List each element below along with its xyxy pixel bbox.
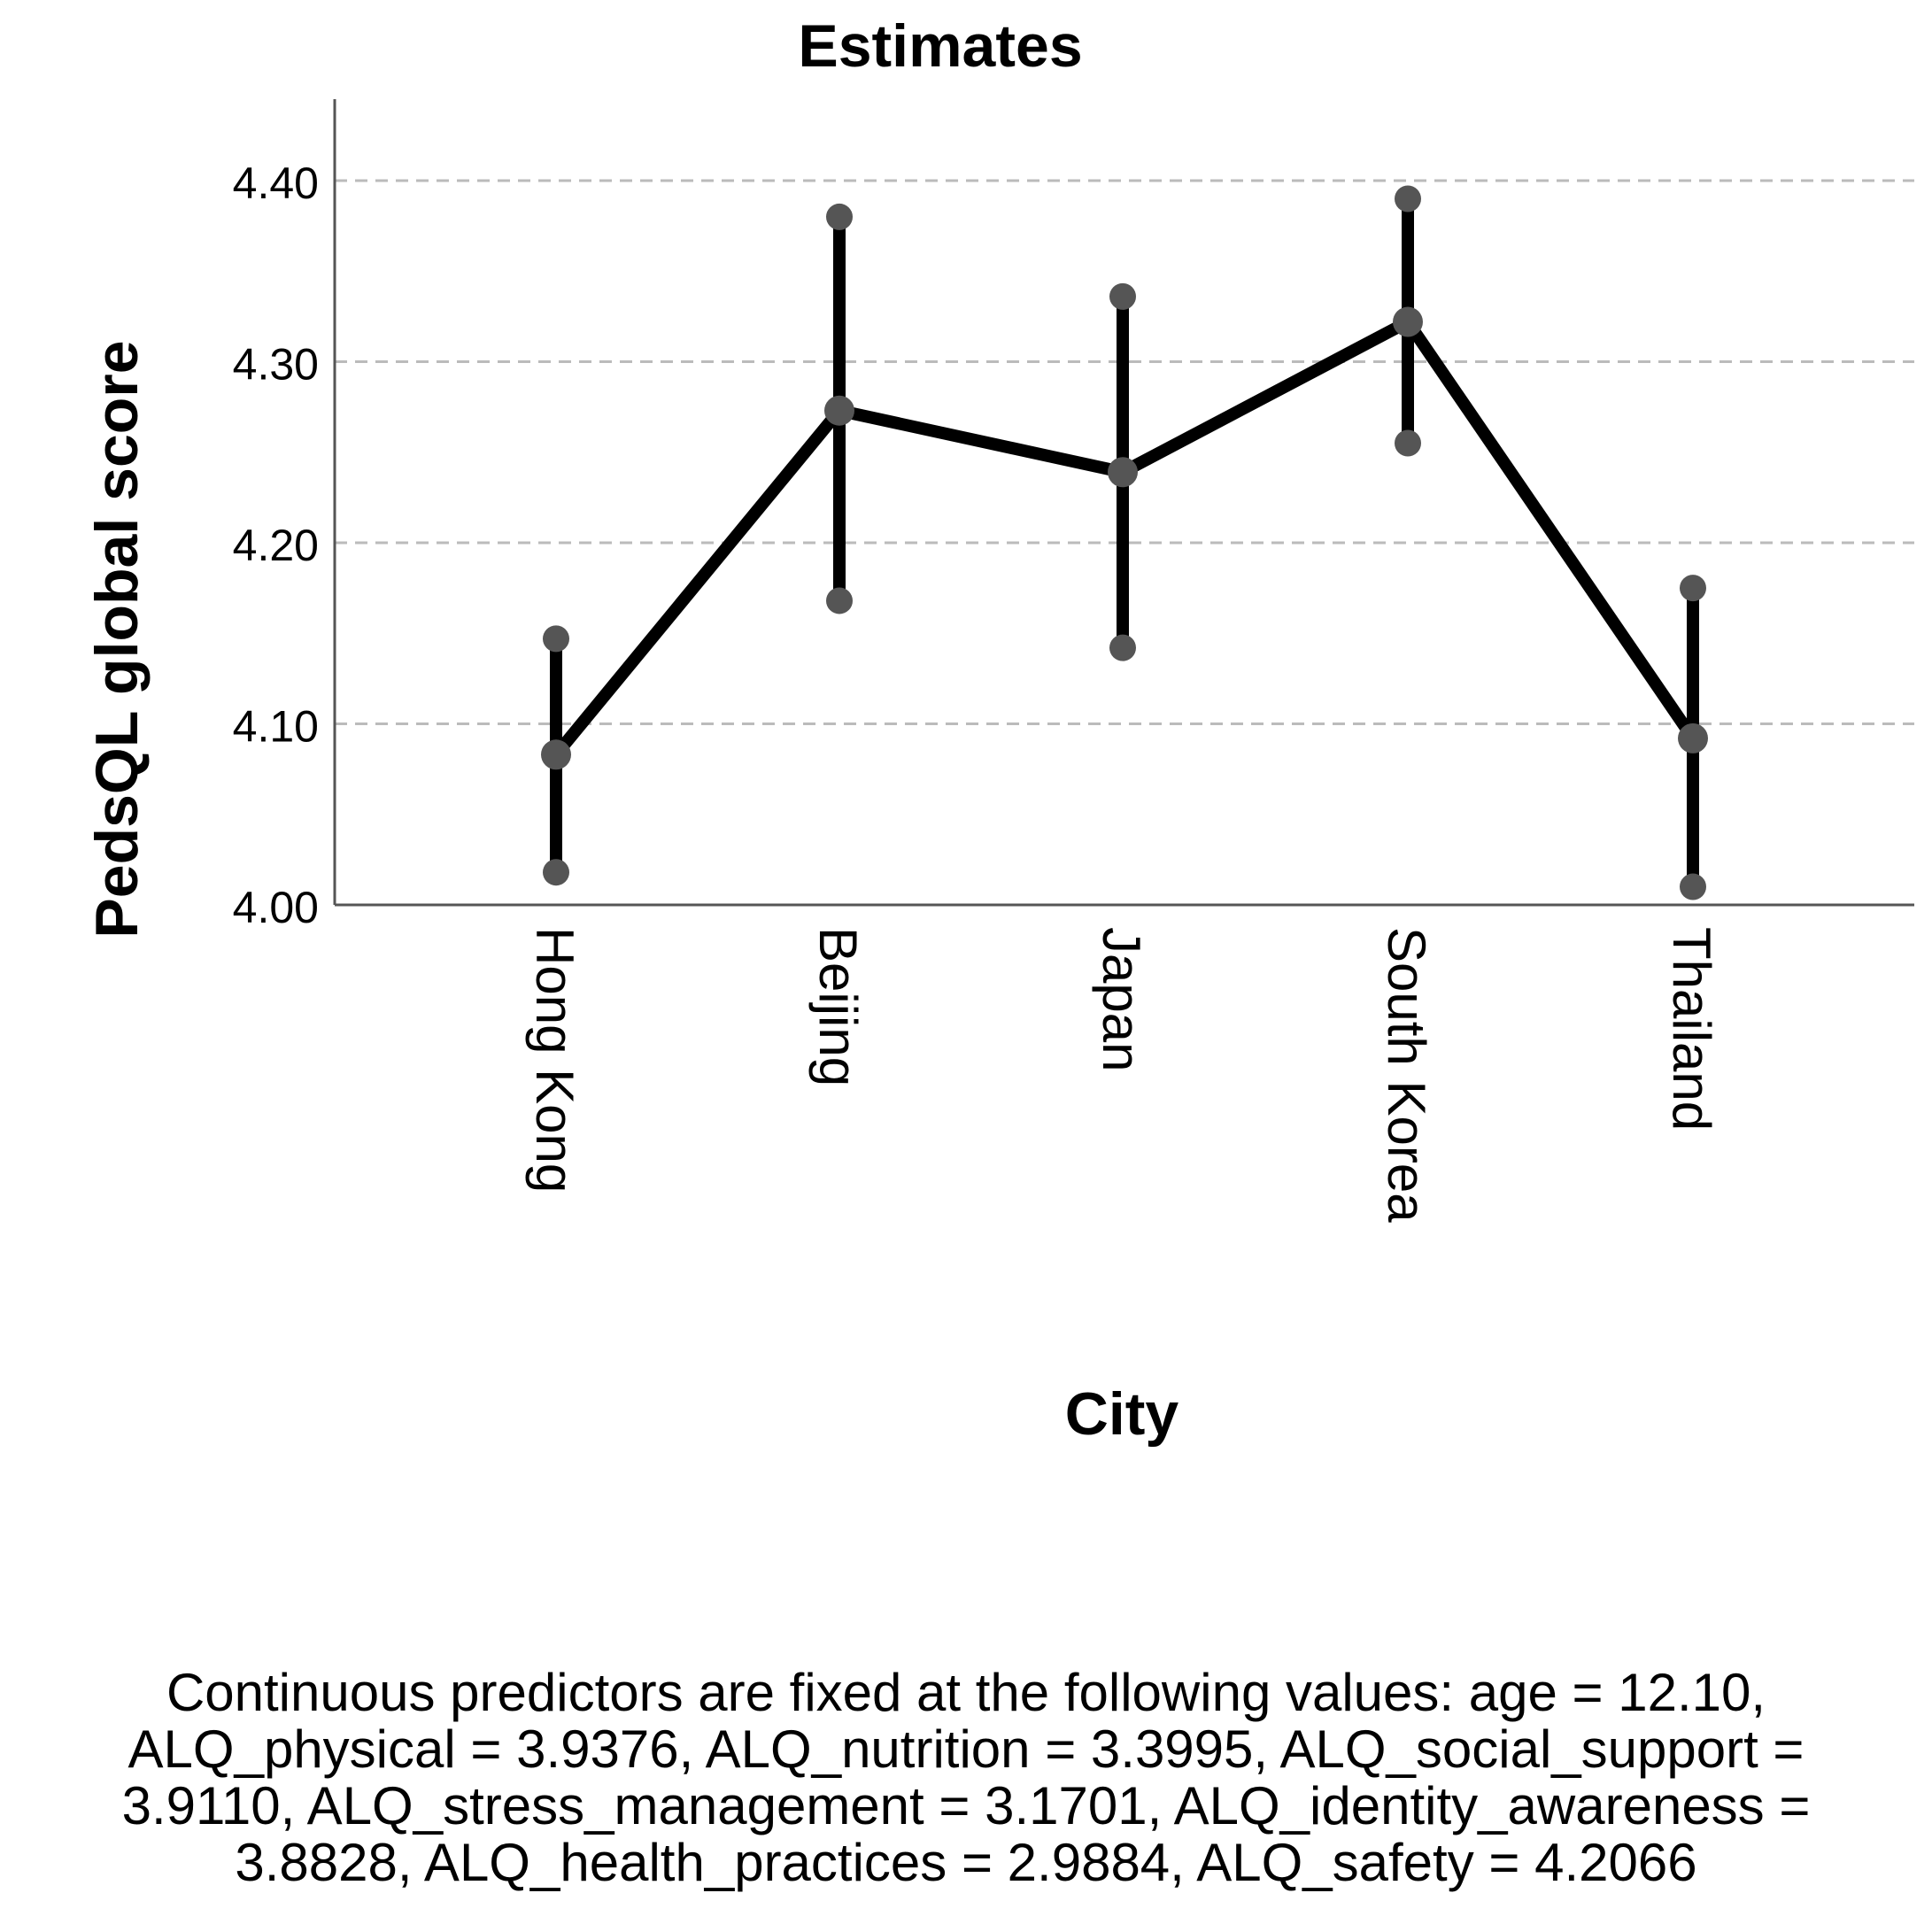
x-tick-label: Thailand — [1662, 927, 1721, 1131]
error-bar-lower-cap — [1395, 429, 1421, 457]
data-point — [824, 395, 854, 426]
data-point — [1678, 722, 1708, 753]
series — [541, 185, 1708, 900]
footnote-line: 3.8828, ALQ_health_practices = 2.9884, A… — [235, 1833, 1697, 1892]
error-bar-lower-cap — [1680, 873, 1706, 900]
footnote: Continuous predictors are fixed at the f… — [0, 1665, 1932, 1891]
error-bar-lower-cap — [543, 859, 569, 886]
x-tick-label: Japan — [1092, 927, 1151, 1071]
x-axis-label: City — [1065, 1380, 1179, 1448]
x-tick-label: Beijing — [808, 927, 868, 1086]
tick-labels: 4.00 4.10 4.20 4.30 4.40 Hong Kong Beijing Japa… — [233, 158, 1721, 1223]
error-bar-lower-cap — [826, 587, 853, 614]
chart-title: Estimates — [798, 12, 1082, 80]
axes — [333, 99, 1914, 907]
y-tick-label: 4.10 — [233, 702, 319, 752]
error-bar-upper-cap — [1109, 282, 1136, 310]
footnote-line: Continuous predictors are fixed at the f… — [166, 1663, 1766, 1722]
y-tick-label: 4.20 — [233, 521, 319, 570]
footnote-line: ALQ_physical = 3.9376, ALQ_nutrition = 3… — [128, 1719, 1804, 1779]
x-tick-label: Hong Kong — [525, 927, 584, 1193]
y-tick-label: 4.40 — [233, 158, 319, 208]
y-tick-label: 4.30 — [233, 340, 319, 390]
data-point — [1108, 457, 1138, 488]
error-bar-upper-cap — [826, 203, 853, 230]
error-bar-upper-cap — [1680, 575, 1706, 602]
error-bar-lower-cap — [1109, 634, 1136, 661]
x-tick-label: South Korea — [1377, 927, 1436, 1223]
data-point — [1393, 306, 1423, 337]
error-bar-upper-cap — [1395, 185, 1421, 212]
y-tick-label: 4.00 — [233, 883, 319, 932]
footnote-line: 3.9110, ALQ_stress_management = 3.1701, … — [121, 1776, 1811, 1835]
data-point — [541, 739, 571, 770]
error-bar-upper-cap — [543, 625, 569, 653]
y-axis-label: PedsQL global score — [83, 340, 151, 938]
